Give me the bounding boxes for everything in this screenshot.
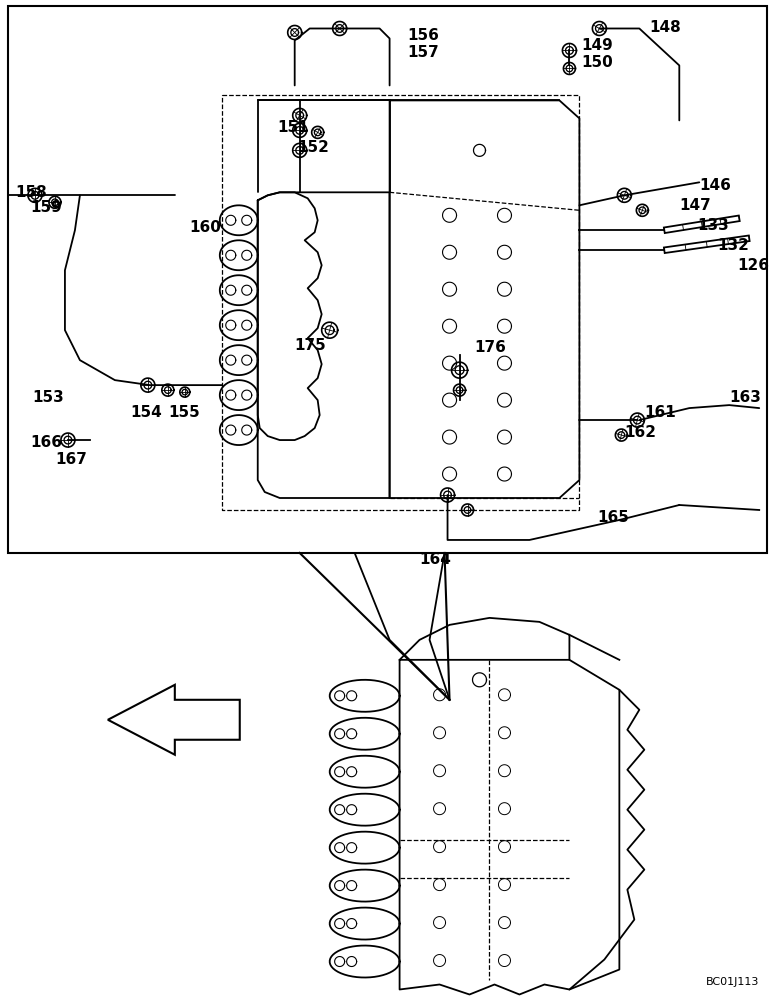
Text: 133: 133 xyxy=(698,218,729,233)
Text: 132: 132 xyxy=(717,238,749,253)
Text: 146: 146 xyxy=(699,178,731,193)
Text: BC01J113: BC01J113 xyxy=(706,977,759,987)
Text: 161: 161 xyxy=(644,405,676,420)
Text: 163: 163 xyxy=(729,390,761,405)
Text: 126: 126 xyxy=(737,258,769,273)
Polygon shape xyxy=(664,236,750,253)
Polygon shape xyxy=(664,216,740,233)
Text: 175: 175 xyxy=(295,338,327,353)
Text: 147: 147 xyxy=(679,198,711,213)
Text: 167: 167 xyxy=(55,452,87,467)
Text: 157: 157 xyxy=(407,45,439,60)
Text: 148: 148 xyxy=(650,20,681,35)
Text: 156: 156 xyxy=(407,28,439,43)
Text: 151: 151 xyxy=(278,120,310,135)
Text: 164: 164 xyxy=(420,552,452,567)
Text: 166: 166 xyxy=(30,435,62,450)
Text: 155: 155 xyxy=(168,405,199,420)
Text: 150: 150 xyxy=(581,55,613,70)
Bar xyxy=(8,6,767,553)
Text: 159: 159 xyxy=(30,200,62,215)
Text: 165: 165 xyxy=(598,510,629,525)
Text: 162: 162 xyxy=(625,425,656,440)
Polygon shape xyxy=(108,685,240,755)
Text: 152: 152 xyxy=(298,140,330,155)
Text: 176: 176 xyxy=(474,340,507,355)
Text: 149: 149 xyxy=(581,38,613,53)
Text: 158: 158 xyxy=(15,185,47,200)
Text: 154: 154 xyxy=(130,405,161,420)
Text: 160: 160 xyxy=(190,220,222,235)
Text: 153: 153 xyxy=(32,390,64,405)
